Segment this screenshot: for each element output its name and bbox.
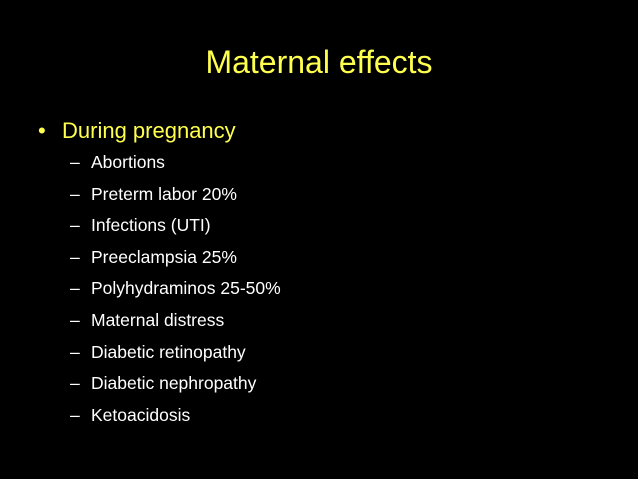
- sub-list: AbortionsPreterm labor 20%Infections (UT…: [70, 147, 281, 431]
- sub-item: Diabetic nephropathy: [70, 368, 281, 400]
- sub-item: Abortions: [70, 147, 281, 179]
- sub-item: Maternal distress: [70, 305, 281, 337]
- sub-item: Diabetic retinopathy: [70, 337, 281, 369]
- slide-title: Maternal effects: [205, 44, 433, 80]
- sub-item: Preeclampsia 25%: [70, 242, 281, 274]
- sub-item: Ketoacidosis: [70, 400, 281, 432]
- bullet-text: During pregnancy: [62, 118, 236, 143]
- sub-item: Infections (UTI): [70, 210, 281, 242]
- sub-item: Polyhydraminos 25-50%: [70, 273, 281, 305]
- sub-item: Preterm labor 20%: [70, 179, 281, 211]
